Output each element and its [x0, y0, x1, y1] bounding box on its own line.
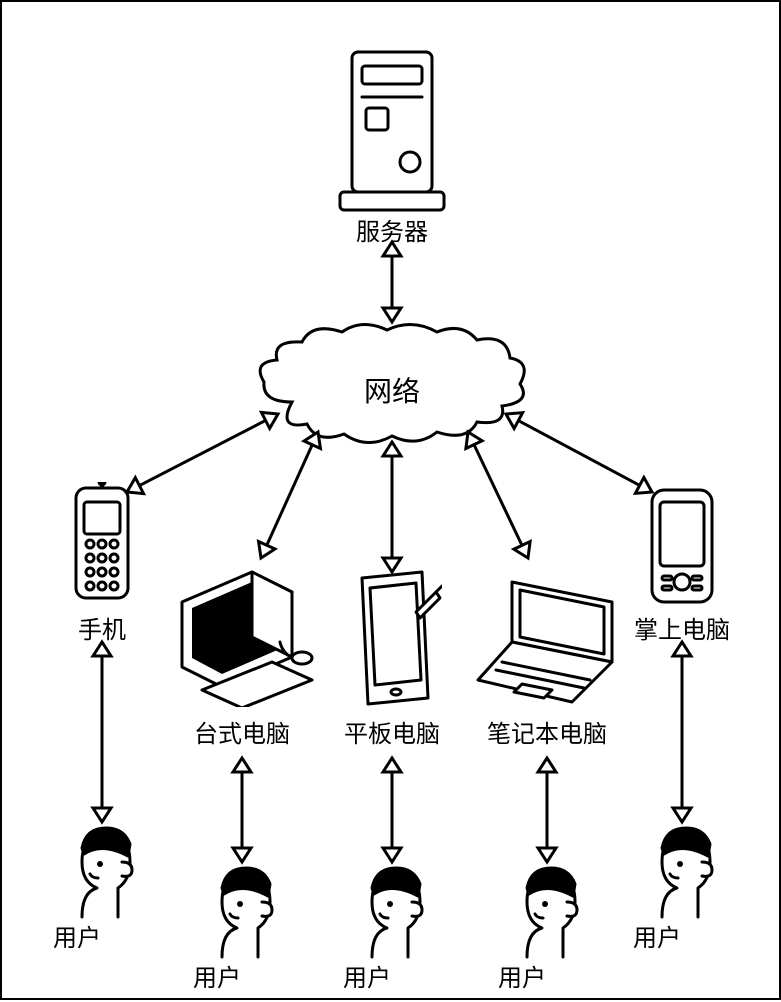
pda-label: 掌上电脑: [627, 610, 737, 645]
user-label-1: 用户: [52, 918, 102, 953]
user-icon: [62, 822, 142, 922]
tablet-icon: [342, 568, 442, 718]
phone-node: [62, 482, 142, 617]
laptop-node: [472, 572, 632, 717]
server-node: [332, 42, 452, 227]
user-label-4: 用户: [497, 958, 547, 993]
desktop-label: 台式电脑: [192, 714, 292, 749]
tablet-node: [342, 568, 442, 723]
user-label-3: 用户: [342, 958, 392, 993]
tablet-label: 平板电脑: [342, 714, 442, 749]
pda-icon: [642, 482, 722, 612]
network-label: 网络: [362, 370, 422, 410]
server-label: 服务器: [352, 212, 432, 247]
server-icon: [332, 42, 452, 222]
pda-node: [642, 482, 722, 617]
user-node-1: [62, 822, 142, 927]
laptop-label: 笔记本电脑: [487, 714, 607, 749]
user-label-5: 用户: [632, 918, 682, 953]
diagram-canvas: 服务器 网络 手机: [0, 0, 781, 1000]
phone-icon: [62, 482, 142, 612]
user-label-2: 用户: [192, 958, 242, 993]
user-icon: [202, 862, 282, 962]
desktop-node: [162, 562, 322, 712]
user-node-2: [202, 862, 282, 967]
desktop-icon: [162, 562, 322, 707]
user-icon: [507, 862, 587, 962]
phone-label: 手机: [72, 610, 132, 645]
user-icon: [352, 862, 432, 962]
user-node-3: [352, 862, 432, 967]
laptop-icon: [472, 572, 632, 712]
user-node-4: [507, 862, 587, 967]
user-icon: [642, 822, 722, 922]
user-node-5: [642, 822, 722, 927]
